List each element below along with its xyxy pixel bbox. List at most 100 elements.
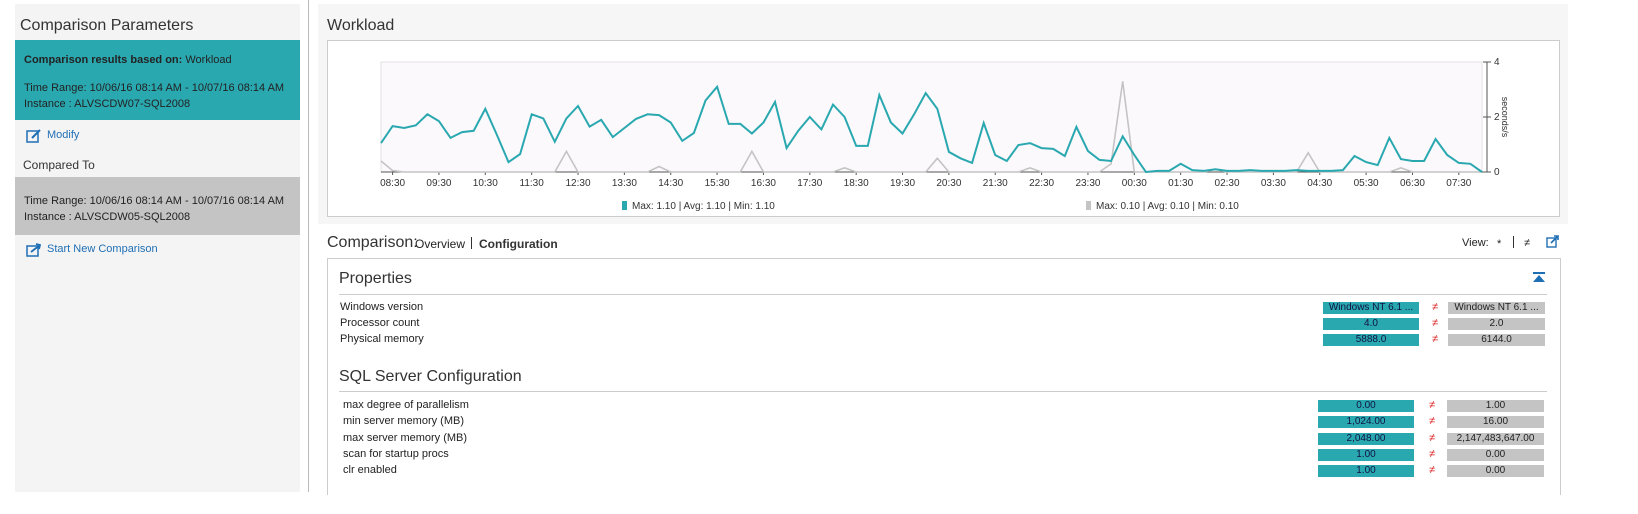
x-tick-label: 05:30 (1354, 178, 1379, 189)
row-label: clr enabled (343, 464, 397, 477)
value-primary: 1.00 (1318, 448, 1414, 461)
value-primary: 2,048.00 (1318, 432, 1414, 445)
row-label: Physical memory (340, 333, 424, 345)
x-tick-label: 17:30 (797, 178, 822, 189)
x-tick-label: 06:30 (1400, 178, 1425, 189)
x-tick-label: 13:30 (612, 178, 637, 189)
y-axis-label: seconds/s (1500, 97, 1510, 138)
section-title: Properties (339, 270, 412, 287)
config-panel (327, 258, 1561, 495)
based-on-value: Workload (185, 54, 232, 66)
divider (308, 0, 309, 492)
x-tick-label: 03:30 (1261, 178, 1286, 189)
based-on-label: Comparison results based on: (24, 54, 183, 66)
start-new-link[interactable]: Start New Comparison (47, 243, 158, 255)
primary-box (15, 40, 300, 120)
modify-link[interactable]: Modify (47, 129, 80, 141)
view-all[interactable]: * (1497, 238, 1502, 250)
diff-sign: ≠ (1429, 399, 1436, 411)
row-label: min server memory (MB) (343, 415, 465, 428)
tab-configuration[interactable]: Configuration (479, 237, 558, 251)
x-tick-label: 11:30 (520, 178, 545, 189)
x-tick-label: 14:30 (658, 178, 683, 189)
value-compared: Windows NT 6.1 ... (1448, 302, 1545, 314)
value-primary: 0.00 (1318, 400, 1414, 412)
value-primary: 1,024.00 (1318, 416, 1414, 429)
value-primary: 5888.0 (1323, 334, 1419, 346)
x-tick-label: 00:30 (1122, 178, 1147, 189)
row-label: scan for startup procs (343, 447, 449, 460)
row-label: max server memory (MB) (343, 431, 468, 444)
value-primary: 4.0 (1323, 318, 1419, 330)
view-label: View: (1462, 237, 1489, 249)
row-label: Processor count (340, 317, 420, 329)
value-compared: 2.0 (1448, 318, 1545, 330)
value-compared: 2,147,483,647.00 (1447, 432, 1544, 445)
y-tick-label: 0 (1494, 167, 1500, 178)
x-tick-label: 09:30 (426, 178, 451, 189)
legend-text: Max: 0.10 | Avg: 0.10 | Min: 0.10 (1096, 201, 1239, 212)
x-tick-label: 22:30 (1029, 178, 1054, 189)
diff-sign: ≠ (1429, 415, 1436, 428)
x-tick-label: 20:30 (936, 178, 961, 189)
legend-swatch (622, 201, 627, 210)
x-tick-label: 12:30 (566, 178, 591, 189)
based-on: Comparison results based on: Workload (24, 54, 232, 66)
diff-sign: ≠ (1432, 317, 1439, 329)
x-tick-label: 18:30 (844, 178, 869, 189)
legend-text: Max: 1.10 | Avg: 1.10 | Min: 1.10 (632, 201, 775, 212)
y-tick-label: 2 (1494, 112, 1500, 123)
x-tick-label: 07:30 (1446, 178, 1471, 189)
diff-sign: ≠ (1432, 333, 1439, 345)
diff-sign: ≠ (1429, 447, 1436, 460)
value-primary: Windows NT 6.1 ... (1323, 302, 1419, 314)
value-compared: 6144.0 (1448, 334, 1545, 346)
value-primary: 1.00 (1318, 465, 1414, 478)
y-tick-label: 4 (1494, 57, 1500, 68)
compared-box (15, 177, 300, 235)
row-label: max degree of parallelism (343, 399, 469, 411)
x-tick-label: 04:30 (1307, 178, 1332, 189)
new-icon[interactable] (26, 242, 42, 258)
plot-area (380, 61, 1483, 173)
value-compared: 1.00 (1447, 400, 1544, 412)
compared-to: Compared To (23, 158, 95, 172)
panel-title: Comparison Parameters (20, 17, 194, 34)
chart: 0 2 4 seconds/s 08:30 09:30 10:30 11:30 12:30 13:… (327, 40, 1560, 217)
x-tick-label: 19:30 (890, 178, 915, 189)
value-compared: 16.00 (1447, 416, 1544, 429)
x-tick-label: 15:30 (705, 178, 730, 189)
diff-sign: ≠ (1429, 464, 1436, 477)
time-range: Time Range: 10/06/16 08:14 AM - 10/07/16… (24, 82, 285, 94)
value-compared: 0.00 (1447, 465, 1544, 478)
diff-sign: ≠ (1429, 431, 1436, 444)
x-tick-label: 08:30 (380, 178, 405, 189)
legend-swatch (1086, 201, 1091, 210)
x-tick-label: 10:30 (473, 178, 498, 189)
tab-separator (471, 237, 472, 249)
tab-overview[interactable]: Overview (415, 237, 466, 251)
modify-icon[interactable] (26, 128, 42, 144)
x-tick-label: 01:30 (1168, 178, 1193, 189)
popout-icon[interactable] (1546, 235, 1560, 249)
view-diff[interactable]: ≠ (1524, 237, 1531, 249)
instance: Instance : ALVSCDW07-SQL2008 (24, 98, 191, 110)
comparison-label: Comparison: (327, 234, 418, 251)
view-separator (1513, 236, 1514, 248)
x-tick-label: 02:30 (1215, 178, 1240, 189)
value-compared: 0.00 (1447, 448, 1544, 461)
section-rule (339, 391, 1547, 392)
x-tick-label: 23:30 (1075, 178, 1100, 189)
x-tick-label: 16:30 (751, 178, 776, 189)
time-range: Time Range: 10/06/16 08:14 AM - 10/07/16… (24, 195, 285, 207)
section-title: SQL Server Configuration (339, 368, 522, 385)
diff-sign: ≠ (1432, 301, 1439, 313)
chart-title: Workload (327, 17, 395, 34)
row-label: Windows version (340, 301, 424, 313)
series-line (380, 84, 1483, 174)
series-line (380, 81, 1482, 173)
collapse-icon[interactable] (1532, 272, 1546, 284)
section-rule (339, 294, 1547, 295)
x-tick-label: 21:30 (983, 178, 1008, 189)
